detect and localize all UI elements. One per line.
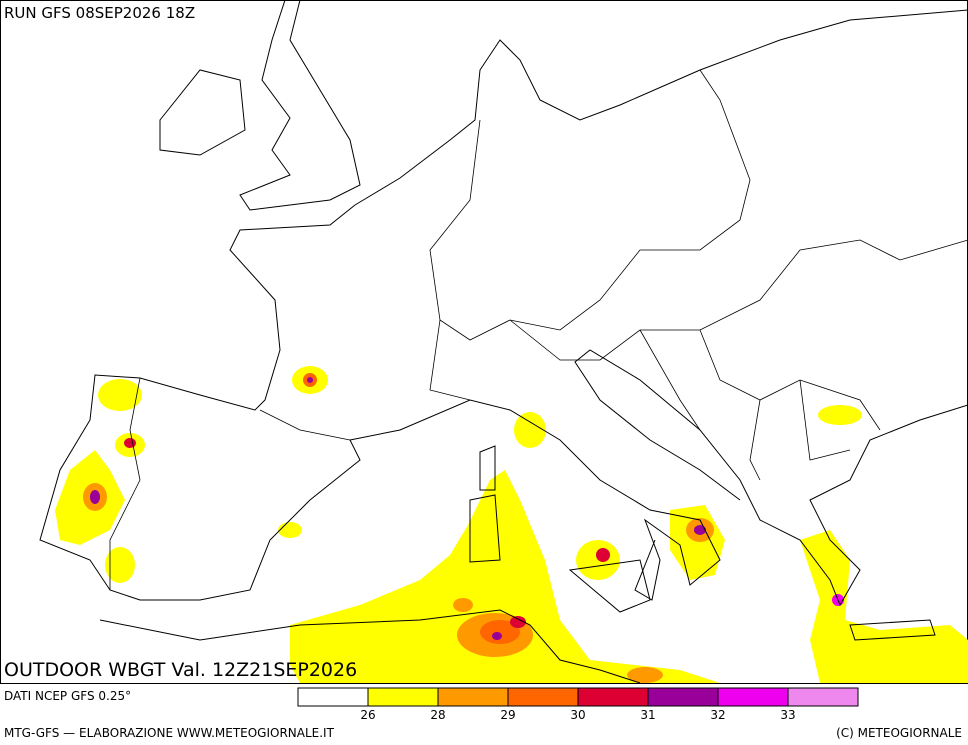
wbgt-field xyxy=(55,366,968,683)
legend-tick-label: 28 xyxy=(430,708,445,722)
credit: MTG-GFS — ELABORAZIONE WWW.METEOGIORNALE… xyxy=(4,726,335,740)
legend-tick-label: 29 xyxy=(500,708,515,722)
legend-tick-label: 30 xyxy=(570,708,585,722)
data-source: DATI NCEP GFS 0.25° xyxy=(4,689,131,703)
map-title: OUTDOOR WBGT Val. 12Z21SEP2026 xyxy=(4,659,357,681)
map xyxy=(0,0,968,684)
borders xyxy=(109,69,968,590)
legend-swatch xyxy=(437,687,509,707)
legend-swatch xyxy=(577,687,649,707)
legend-swatch xyxy=(367,687,439,707)
copyright: (C) METEOGIORNALE xyxy=(836,726,962,740)
legend: 26 28 29 30 31 32 33 xyxy=(297,687,859,722)
legend-swatch xyxy=(647,687,719,707)
legend-swatch xyxy=(787,687,859,707)
legend-swatch xyxy=(507,687,579,707)
legend-swatch xyxy=(297,687,369,707)
legend-tick-label: 32 xyxy=(710,708,725,722)
legend-tick-label: 33 xyxy=(780,708,795,722)
coastlines xyxy=(39,0,968,684)
legend-tick-label: 26 xyxy=(360,708,375,722)
legend-tick-label: 31 xyxy=(640,708,655,722)
run-label: RUN GFS 08SEP2026 18Z xyxy=(4,4,195,22)
legend-swatch xyxy=(717,687,789,707)
